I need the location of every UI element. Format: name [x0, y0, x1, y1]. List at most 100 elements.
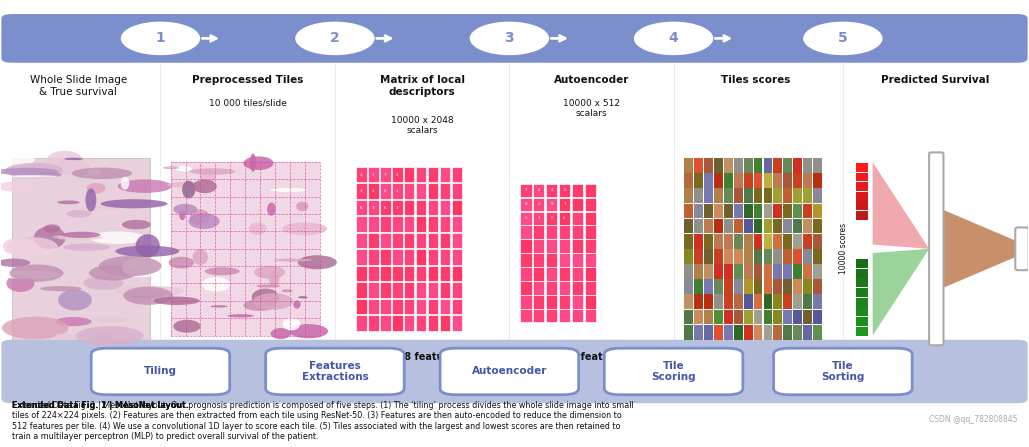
Bar — [546, 267, 558, 281]
Bar — [744, 279, 752, 294]
Bar — [584, 240, 596, 253]
Ellipse shape — [189, 168, 235, 175]
Text: 3: 3 — [537, 216, 540, 220]
Bar — [695, 264, 703, 279]
Bar — [764, 173, 773, 188]
Bar — [416, 299, 426, 314]
Bar — [356, 282, 366, 298]
Ellipse shape — [43, 224, 61, 232]
Bar — [416, 249, 426, 265]
Bar — [753, 158, 762, 173]
Ellipse shape — [296, 202, 308, 211]
Bar — [774, 173, 782, 188]
Text: 10000 x 512
scalars: 10000 x 512 scalars — [563, 99, 619, 118]
Text: 4: 4 — [537, 188, 540, 192]
Ellipse shape — [83, 276, 123, 290]
Bar — [380, 266, 391, 282]
Bar — [392, 282, 402, 298]
Text: 10 000 tiles/slide: 10 000 tiles/slide — [209, 99, 287, 108]
Bar — [559, 240, 570, 253]
Bar — [803, 249, 812, 264]
Bar — [684, 295, 694, 309]
Bar — [695, 234, 703, 249]
Bar — [521, 281, 532, 295]
Bar — [774, 249, 782, 264]
Ellipse shape — [76, 326, 144, 346]
Bar — [392, 216, 402, 232]
Bar — [813, 249, 822, 264]
Bar — [856, 240, 867, 249]
Bar — [572, 267, 583, 281]
Bar — [714, 310, 723, 325]
Bar — [559, 267, 570, 281]
Bar — [856, 249, 867, 258]
Ellipse shape — [192, 249, 208, 265]
Bar — [416, 232, 426, 249]
Ellipse shape — [3, 239, 25, 254]
Bar — [856, 327, 867, 336]
Ellipse shape — [37, 160, 91, 174]
Bar — [744, 234, 752, 249]
Bar — [803, 158, 812, 173]
Bar — [793, 249, 802, 264]
Ellipse shape — [0, 152, 35, 167]
Bar — [440, 167, 451, 182]
Bar — [440, 216, 451, 232]
Bar — [856, 278, 867, 287]
Ellipse shape — [163, 167, 179, 169]
Ellipse shape — [7, 237, 58, 257]
Bar — [734, 310, 743, 325]
Ellipse shape — [72, 168, 132, 179]
Bar — [783, 158, 792, 173]
Bar — [695, 295, 703, 309]
Bar — [813, 173, 822, 188]
Bar — [380, 282, 391, 298]
Bar — [813, 295, 822, 309]
Bar — [404, 232, 415, 249]
Bar — [452, 282, 462, 298]
Bar — [793, 310, 802, 325]
Bar — [521, 295, 532, 308]
Bar — [452, 200, 462, 215]
Ellipse shape — [0, 168, 59, 175]
Text: 7: 7 — [563, 202, 566, 206]
Bar — [856, 173, 867, 181]
FancyBboxPatch shape — [774, 348, 912, 395]
FancyBboxPatch shape — [604, 348, 743, 395]
Text: Tiling: Tiling — [144, 367, 177, 376]
Bar — [521, 240, 532, 253]
Ellipse shape — [282, 223, 327, 235]
Bar — [572, 184, 583, 197]
Ellipse shape — [39, 172, 62, 177]
Text: 512 features: 512 features — [557, 352, 627, 363]
Bar — [584, 211, 596, 225]
Bar — [428, 315, 438, 331]
Text: Preprocessed Tiles: Preprocessed Tiles — [192, 76, 304, 85]
Text: 7: 7 — [525, 188, 527, 192]
Bar — [753, 188, 762, 203]
Bar — [368, 216, 379, 232]
Ellipse shape — [270, 188, 307, 192]
Ellipse shape — [244, 299, 276, 311]
Bar — [783, 188, 792, 203]
Bar — [584, 225, 596, 239]
Ellipse shape — [192, 180, 217, 193]
Ellipse shape — [253, 293, 293, 310]
Bar — [559, 225, 570, 239]
Bar — [744, 188, 752, 203]
Bar — [695, 310, 703, 325]
Ellipse shape — [95, 332, 112, 346]
Bar — [724, 188, 733, 203]
FancyBboxPatch shape — [265, 348, 404, 395]
Bar — [684, 310, 694, 325]
Ellipse shape — [249, 223, 267, 235]
Bar — [380, 216, 391, 232]
Bar — [783, 264, 792, 279]
Ellipse shape — [256, 285, 281, 287]
Text: CSDN @qq_782808845: CSDN @qq_782808845 — [929, 415, 1018, 424]
Polygon shape — [941, 209, 1018, 289]
Bar — [684, 325, 694, 340]
Bar — [813, 279, 822, 294]
Bar — [428, 282, 438, 298]
Bar — [764, 310, 773, 325]
